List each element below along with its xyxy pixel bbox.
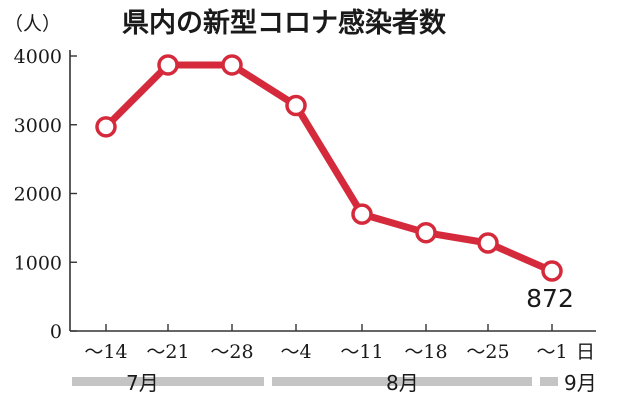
data-point: [541, 260, 563, 282]
month-label-july: 7月: [126, 371, 159, 395]
data-label: 872: [526, 284, 574, 313]
month-bands: 7月 8月 9月: [72, 371, 597, 395]
month-band-august: [272, 377, 532, 386]
y-tick-label: 2000: [14, 184, 62, 206]
plot-area: 872: [95, 54, 574, 313]
x-axis-ticks: ～14 ～21 ～28 ～4 ～11 ～18 ～25 ～1: [84, 324, 568, 363]
x-tick-label: ～21: [146, 341, 189, 363]
data-point: [415, 221, 437, 244]
data-point: [157, 54, 179, 76]
month-label-august: 8月: [386, 371, 419, 395]
y-axis-ticks: 4000 3000 2000 1000 0: [14, 46, 77, 343]
x-tick-label: ～28: [210, 341, 253, 363]
x-tick-label: ～25: [466, 341, 509, 363]
month-band-september: [540, 377, 558, 386]
y-tick-label: 1000: [14, 252, 62, 274]
data-point: [477, 232, 499, 254]
data-point: [351, 203, 373, 225]
x-tick-label: ～1: [536, 341, 567, 363]
month-band-july: [72, 377, 264, 386]
unit-label: （人）: [4, 13, 61, 35]
x-tick-label: ～11: [340, 341, 383, 363]
x-tick-label: ～18: [404, 341, 447, 363]
y-tick-label: 4000: [14, 46, 62, 68]
data-point: [285, 94, 307, 117]
x-tick-label: ～4: [280, 341, 311, 363]
x-tick-label-day-suffix: 日: [576, 341, 595, 363]
chart-title: 県内の新型コロナ感染者数: [122, 7, 447, 39]
data-point: [221, 54, 243, 76]
data-point: [95, 116, 117, 138]
y-tick-label: 3000: [14, 115, 62, 137]
x-tick-label: ～14: [84, 341, 127, 363]
y-tick-label: 0: [50, 321, 62, 343]
month-label-september: 9月: [564, 371, 597, 395]
